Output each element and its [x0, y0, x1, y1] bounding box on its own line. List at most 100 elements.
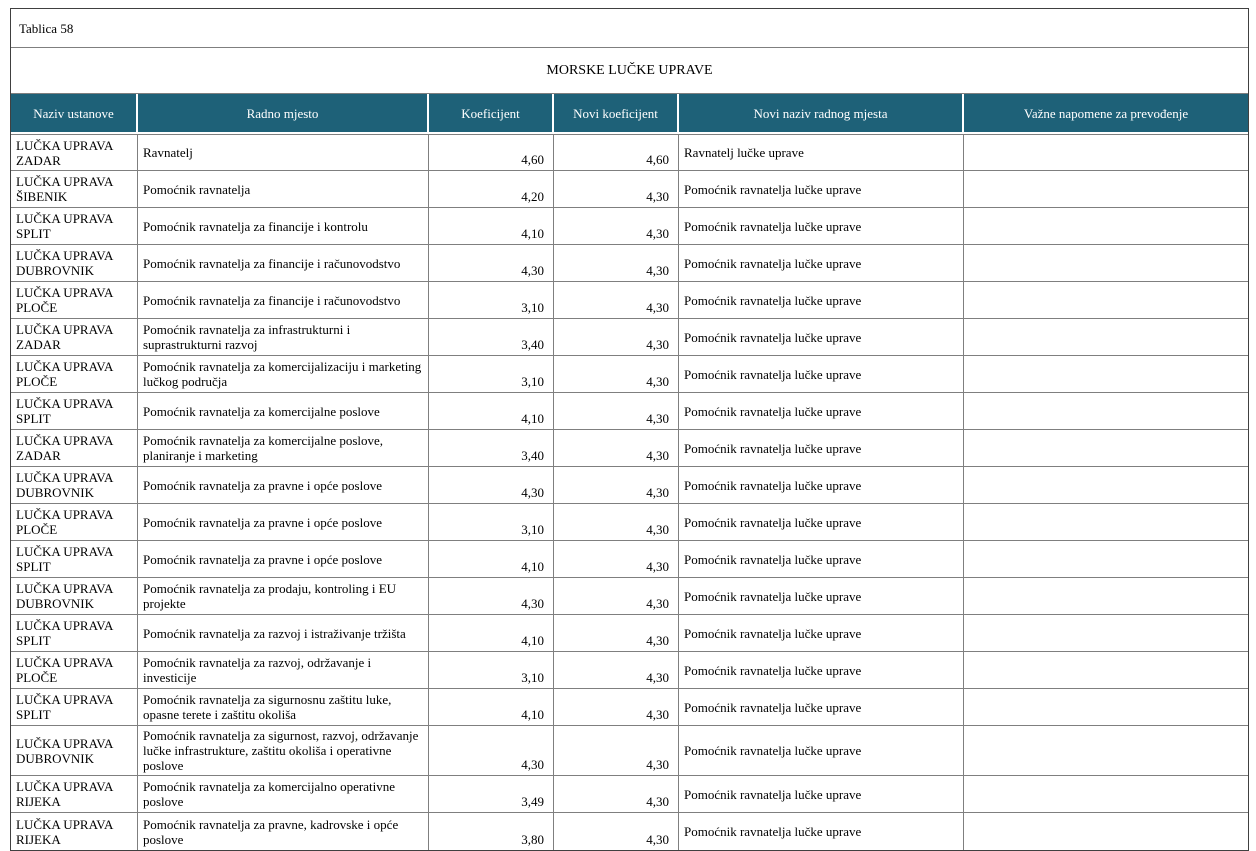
cell-novi-koef: 4,30 [554, 726, 679, 776]
cell-radno: Pomoćnik ravnatelja za razvoj i istraživ… [138, 615, 429, 652]
cell-radno: Pomoćnik ravnatelja za komercijalno oper… [138, 776, 429, 813]
table-row: LUČKA UPRAVA RIJEKA Pomoćnik ravnatelja z… [11, 813, 1248, 850]
cell-koef: 4,60 [429, 134, 554, 171]
cell-novi-naziv: Pomoćnik ravnatelja lučke uprave [679, 393, 964, 430]
cell-novi-naziv: Pomoćnik ravnatelja lučke uprave [679, 282, 964, 319]
cell-napomene [964, 541, 1249, 578]
table-label: Tablica 58 [11, 9, 1249, 48]
cell-novi-koef: 4,30 [554, 467, 679, 504]
table-row: LUČKA UPRAVA PLOČE Pomoćnik ravnatelja za… [11, 504, 1249, 541]
cell-novi-naziv: Pomoćnik ravnatelja lučke uprave [679, 689, 964, 726]
cell-novi-koef: 4,30 [554, 776, 679, 813]
cell-naziv: LUČKA UPRAVA ZADAR [11, 430, 138, 467]
cell-naziv: LUČKA UPRAVA ZADAR [11, 319, 138, 356]
table-row: LUČKA UPRAVA ŠIBENIK Pomoćnik ravnatelja 4… [11, 171, 1249, 208]
cell-novi-naziv: Pomoćnik ravnatelja lučke uprave [679, 319, 964, 356]
cell-novi-naziv: Pomoćnik ravnatelja lučke uprave [679, 171, 964, 208]
cell-napomene [964, 208, 1249, 245]
table-row: LUČKA UPRAVA ZADAR Pomoćnik ravnatelja za… [11, 319, 1249, 356]
cell-napomene [964, 319, 1249, 356]
cell-koef: 3,49 [429, 776, 554, 813]
cell-naziv: LUČKA UPRAVA PLOČE [11, 504, 138, 541]
cell-novi-koef: 4,30 [554, 504, 679, 541]
cell-novi-naziv: Pomoćnik ravnatelja lučke uprave [679, 541, 964, 578]
cell-koef: 3,40 [429, 430, 554, 467]
cell-radno: Pomoćnik ravnatelja za pravne, kadrovske… [138, 813, 429, 850]
table-row: LUČKA UPRAVA RIJEKA Pomoćnik ravnatelja z… [11, 776, 1249, 813]
cell-napomene [964, 726, 1249, 776]
cell-koef: 3,10 [429, 652, 554, 689]
cell-novi-koef: 4,30 [554, 171, 679, 208]
cell-naziv: LUČKA UPRAVA DUBROVNIK [11, 726, 138, 776]
cell-novi-koef: 4,30 [554, 652, 679, 689]
cell-novi-naziv: Pomoćnik ravnatelja lučke uprave [679, 726, 964, 776]
table-row: LUČKA UPRAVA DUBROVNIK Pomoćnik ravnatelj… [11, 467, 1249, 504]
cell-koef: 4,30 [429, 578, 554, 615]
cell-naziv: LUČKA UPRAVA SPLIT [11, 393, 138, 430]
table-title-row: MORSKE LUČKE UPRAVE [11, 48, 1249, 94]
cell-novi-koef: 4,30 [554, 689, 679, 726]
cell-novi-koef: 4,30 [554, 393, 679, 430]
table-header-row: Naziv ustanove Radno mjesto Koeficijent … [11, 94, 1249, 134]
cell-novi-naziv: Pomoćnik ravnatelja lučke uprave [679, 615, 964, 652]
cell-novi-koef: 4,30 [554, 615, 679, 652]
cell-koef: 4,10 [429, 689, 554, 726]
cell-novi-naziv: Pomoćnik ravnatelja lučke uprave [679, 208, 964, 245]
cell-napomene [964, 282, 1249, 319]
cell-radno: Pomoćnik ravnatelja za financije i kontr… [138, 208, 429, 245]
cell-napomene [964, 245, 1249, 282]
cell-radno: Pomoćnik ravnatelja za pravne i opće pos… [138, 504, 429, 541]
table-row: LUČKA UPRAVA SPLIT Pomoćnik ravnatelja za… [11, 689, 1249, 726]
cell-napomene [964, 134, 1249, 171]
table-row: LUČKA UPRAVA SPLIT Pomoćnik ravnatelja za… [11, 615, 1249, 652]
cell-radno: Pomoćnik ravnatelja za komercijalne posl… [138, 430, 429, 467]
cell-novi-naziv: Pomoćnik ravnatelja lučke uprave [679, 356, 964, 393]
cell-radno: Pomoćnik ravnatelja za pravne i opće pos… [138, 467, 429, 504]
cell-radno: Pomoćnik ravnatelja za infrastrukturni i… [138, 319, 429, 356]
cell-radno: Pomoćnik ravnatelja za razvoj, održavanj… [138, 652, 429, 689]
cell-radno: Pomoćnik ravnatelja za pravne i opće pos… [138, 541, 429, 578]
table-label-row: Tablica 58 [11, 9, 1249, 48]
cell-radno: Pomoćnik ravnatelja za sigurnost, razvoj… [138, 726, 429, 776]
cell-novi-naziv: Pomoćnik ravnatelja lučke uprave [679, 652, 964, 689]
cell-naziv: LUČKA UPRAVA DUBROVNIK [11, 578, 138, 615]
table-row: LUČKA UPRAVA DUBROVNIK Pomoćnik ravnatelj… [11, 726, 1249, 776]
cell-napomene [964, 615, 1249, 652]
cell-radno: Pomoćnik ravnatelja [138, 171, 429, 208]
cell-koef: 4,10 [429, 541, 554, 578]
cell-napomene [964, 689, 1249, 726]
cell-naziv: LUČKA UPRAVA ŠIBENIK [11, 171, 138, 208]
cell-napomene [964, 171, 1249, 208]
cell-napomene [964, 813, 1248, 850]
cell-novi-naziv: Pomoćnik ravnatelja lučke uprave [679, 467, 964, 504]
cell-novi-naziv: Pomoćnik ravnatelja lučke uprave [679, 245, 964, 282]
column-header-novi-naziv: Novi naziv radnog mjesta [679, 94, 964, 134]
cell-naziv: LUČKA UPRAVA SPLIT [11, 541, 138, 578]
cell-novi-koef: 4,30 [554, 430, 679, 467]
cell-napomene [964, 578, 1249, 615]
cell-koef: 3,40 [429, 319, 554, 356]
cell-radno: Pomoćnik ravnatelja za komercijalne posl… [138, 393, 429, 430]
column-header-novi-koeficijent: Novi koeficijent [554, 94, 679, 134]
cell-koef: 4,30 [429, 245, 554, 282]
cell-koef: 4,30 [429, 467, 554, 504]
cell-radno: Pomoćnik ravnatelja za financije i račun… [138, 282, 429, 319]
cell-koef: 3,10 [429, 504, 554, 541]
cell-novi-koef: 4,30 [554, 208, 679, 245]
page-title: MORSKE LUČKE UPRAVE [11, 48, 1249, 94]
cell-koef: 4,30 [429, 726, 554, 776]
table-row: LUČKA UPRAVA SPLIT Pomoćnik ravnatelja za… [11, 393, 1249, 430]
cell-radno: Ravnatelj [138, 134, 429, 171]
morske-lucke-uprave-table: Tablica 58 MORSKE LUČKE UPRAVE Naziv ust… [10, 8, 1250, 851]
table-row: LUČKA UPRAVA PLOČE Pomoćnik ravnatelja za… [11, 356, 1249, 393]
cell-radno: Pomoćnik ravnatelja za komercijalizaciju… [138, 356, 429, 393]
cell-napomene [964, 430, 1249, 467]
table-row: LUČKA UPRAVA PLOČE Pomoćnik ravnatelja za… [11, 652, 1249, 689]
cell-novi-koef: 4,30 [554, 319, 679, 356]
cell-novi-koef: 4,30 [554, 813, 679, 850]
cell-novi-koef: 4,30 [554, 578, 679, 615]
cell-novi-naziv: Pomoćnik ravnatelja lučke uprave [679, 813, 964, 850]
table-row: LUČKA UPRAVA ZADAR Ravnatelj 4,60 4,60 Ravna… [11, 134, 1249, 171]
cell-naziv: LUČKA UPRAVA DUBROVNIK [11, 245, 138, 282]
cell-novi-naziv: Pomoćnik ravnatelja lučke uprave [679, 430, 964, 467]
